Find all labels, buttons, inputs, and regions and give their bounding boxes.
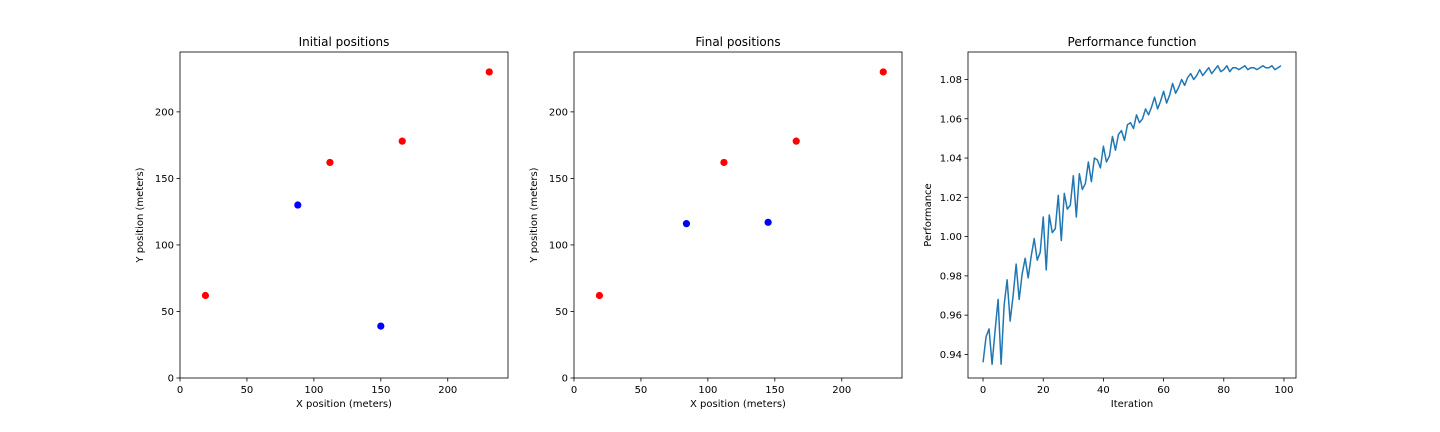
y-tick-label: 150 [155,174,174,185]
x-tick-label: 200 [832,385,851,396]
chart-panel-3: 0 20 40 60 80 100 0.94 0.96 0.98 1.00 1.02 1.04 1.06… [923,35,1297,410]
x-axis-label: X position (meters) [296,399,392,410]
axes-frame [573,51,903,379]
y-tick-label: 1.00 [940,232,962,243]
scatter-point [377,322,385,330]
x-tick-label: 200 [438,385,457,396]
y-axis-label: Y position (meters) [135,167,146,263]
chart-panel-1: 0 50 100 150 200 0 50 100 150 200 Initial position… [135,35,509,410]
x-tick-label: 50 [241,385,254,396]
y-tick-label: 150 [549,174,568,185]
x-tick-label: 100 [1274,385,1293,396]
x-tick-label: 80 [1217,385,1230,396]
scatter-point [201,291,210,300]
y-tick-label: 50 [555,307,568,318]
y-tick-label: 200 [549,107,568,118]
x-tick-label: 0 [177,385,183,396]
y-tick-label: 0.94 [940,350,962,361]
scatter-point [595,291,604,300]
chart-panel-2: 0 50 100 150 200 0 50 100 150 200 Final positions X… [529,35,903,410]
y-tick-label: 50 [161,307,174,318]
y-tick-label: 100 [155,240,174,251]
x-tick-label: 0 [571,385,577,396]
scatter-point [294,201,302,209]
x-tick-label: 50 [635,385,648,396]
x-tick-label: 100 [698,385,717,396]
y-tick-label: 1.06 [940,114,962,125]
x-tick-label: 150 [765,385,784,396]
y-tick-label: 1.08 [940,75,962,86]
x-tick-label: 40 [1097,385,1110,396]
chart-title: Initial positions [299,35,390,49]
y-tick-label: 0 [562,374,568,385]
scatter-point [764,218,772,226]
y-tick-label: 0 [168,374,174,385]
scatter-point [485,68,493,76]
x-tick-label: 60 [1157,385,1170,396]
y-tick-label: 100 [549,240,568,251]
y-axis-label: Performance [923,183,934,246]
scatter-point [682,220,691,228]
scatter-point [326,158,334,167]
chart-title: Performance function [1068,35,1197,49]
x-axis-label: Iteration [1111,399,1153,410]
series-line [982,65,1282,365]
x-tick-label: 150 [371,385,390,396]
y-axis-label: Y position (meters) [529,167,540,263]
y-tick-label: 0.96 [940,311,962,322]
y-tick-label: 1.02 [940,193,962,204]
axes-frame [967,51,1297,379]
y-tick-label: 0.98 [940,271,962,282]
scatter-point [879,68,887,76]
x-tick-label: 100 [304,385,323,396]
scatter-point [792,137,800,145]
scatter-point [398,137,406,145]
x-axis-label: X position (meters) [690,399,786,410]
axes-frame [179,51,509,379]
y-tick-label: 200 [155,107,174,118]
chart-title: Final positions [695,35,780,49]
x-tick-label: 20 [1037,385,1050,396]
x-tick-label: 0 [980,385,986,396]
scatter-point [720,158,728,167]
y-tick-label: 1.04 [940,154,962,165]
